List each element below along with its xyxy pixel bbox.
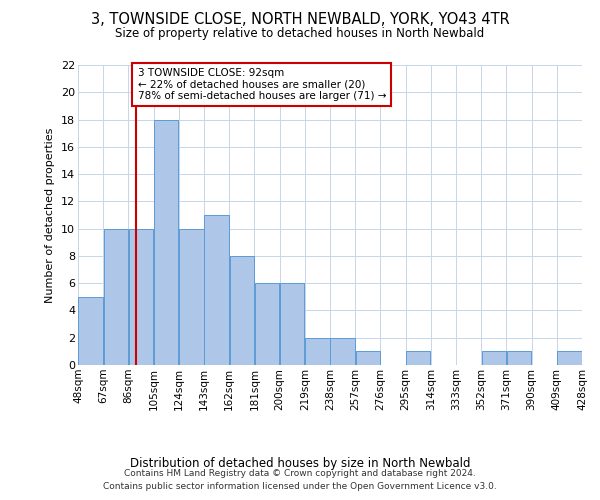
Text: Contains HM Land Registry data © Crown copyright and database right 2024.
Contai: Contains HM Land Registry data © Crown c… bbox=[103, 470, 497, 491]
Bar bbox=[255, 283, 279, 365]
Bar bbox=[305, 338, 329, 365]
Bar bbox=[557, 352, 581, 365]
Bar bbox=[79, 297, 103, 365]
Bar bbox=[205, 215, 229, 365]
Bar bbox=[406, 352, 430, 365]
Bar bbox=[230, 256, 254, 365]
Y-axis label: Number of detached properties: Number of detached properties bbox=[46, 128, 55, 302]
Bar bbox=[507, 352, 531, 365]
Text: Distribution of detached houses by size in North Newbald: Distribution of detached houses by size … bbox=[130, 458, 470, 470]
Bar bbox=[179, 228, 203, 365]
Text: 3 TOWNSIDE CLOSE: 92sqm
← 22% of detached houses are smaller (20)
78% of semi-de: 3 TOWNSIDE CLOSE: 92sqm ← 22% of detache… bbox=[137, 68, 386, 101]
Text: 3, TOWNSIDE CLOSE, NORTH NEWBALD, YORK, YO43 4TR: 3, TOWNSIDE CLOSE, NORTH NEWBALD, YORK, … bbox=[91, 12, 509, 28]
Bar bbox=[129, 228, 153, 365]
Bar bbox=[356, 352, 380, 365]
Bar bbox=[280, 283, 304, 365]
Bar bbox=[154, 120, 178, 365]
Bar bbox=[482, 352, 506, 365]
Bar bbox=[331, 338, 355, 365]
Text: Size of property relative to detached houses in North Newbald: Size of property relative to detached ho… bbox=[115, 28, 485, 40]
Bar bbox=[104, 228, 128, 365]
